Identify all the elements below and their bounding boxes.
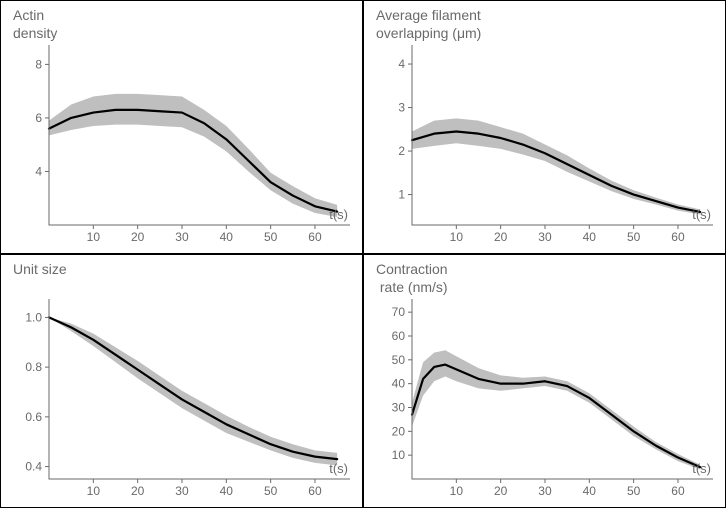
x-axis-label: t(s): [329, 207, 348, 222]
y-tick-label: 40: [392, 377, 406, 391]
y-tick-label: 6: [35, 111, 42, 125]
x-tick-label: 20: [494, 230, 508, 244]
y-tick-label: 10: [392, 448, 406, 462]
chart-svg: 10 20 30 40 50 60 1 2 3 4 t(s): [364, 1, 726, 254]
x-tick-label: 50: [627, 484, 641, 498]
y-tick-label: 2: [398, 144, 405, 158]
x-tick-label: 20: [131, 230, 145, 244]
y-tick-label: 1: [398, 188, 405, 202]
y-tick-label: 30: [392, 400, 406, 414]
chart-svg: 10 20 30 40 50 60 10 20 30 40 50 60 70 t(s): [364, 255, 726, 508]
y-tick-label: 0.4: [25, 460, 42, 474]
x-tick-label: 20: [494, 484, 508, 498]
x-tick-label: 60: [671, 484, 685, 498]
x-tick-label: 10: [450, 230, 464, 244]
y-tick-label: 20: [392, 424, 406, 438]
panel-actin-density: Actin density 102030405060468t(s): [0, 0, 363, 254]
x-tick-label: 40: [583, 484, 597, 498]
x-tick-label: 50: [264, 484, 278, 498]
x-axis-label: t(s): [329, 461, 348, 476]
x-tick-label: 40: [220, 230, 234, 244]
y-tick-label: 3: [398, 101, 405, 115]
y-tick-label: 0.8: [25, 360, 42, 374]
x-tick-label: 60: [308, 230, 322, 244]
x-tick-label: 20: [131, 484, 145, 498]
mean-line: [49, 317, 337, 459]
x-tick-label: 30: [538, 230, 552, 244]
x-tick-label: 60: [671, 230, 685, 244]
y-tick-label: 0.6: [25, 410, 42, 424]
x-tick-label: 60: [308, 484, 322, 498]
chart-svg: 10 20 30 40 50 60 4 6 8 t(s): [1, 1, 363, 254]
y-tick-label: 60: [392, 329, 406, 343]
x-axis-label: t(s): [692, 461, 711, 476]
chart-svg: 10 20 30 40 50 60 0.4 0.6 0.8 1.0 t(s): [1, 255, 363, 508]
uncertainty-band: [412, 118, 700, 214]
y-tick-label: 4: [35, 164, 42, 178]
y-tick-label: 1.0: [25, 310, 42, 324]
panel-contraction-rate: Contraction rate (nm/s) 1020304050601020…: [363, 254, 726, 508]
x-axis-label: t(s): [692, 207, 711, 222]
x-tick-label: 10: [450, 484, 464, 498]
x-tick-label: 30: [175, 230, 189, 244]
y-tick-label: 70: [392, 305, 406, 319]
x-tick-label: 50: [627, 230, 641, 244]
x-tick-label: 10: [87, 230, 101, 244]
panel-average-filament-overlapping: Average filament overlapping (μm) 102030…: [363, 0, 726, 254]
panel-grid: Actin density 102030405060468t(s) Averag…: [0, 0, 726, 508]
x-tick-label: 40: [583, 230, 597, 244]
y-tick-label: 8: [35, 57, 42, 71]
y-tick-label: 4: [398, 57, 405, 71]
x-tick-label: 50: [264, 230, 278, 244]
x-tick-label: 40: [220, 484, 234, 498]
y-tick-label: 50: [392, 353, 406, 367]
x-tick-label: 30: [538, 484, 552, 498]
x-tick-label: 10: [87, 484, 101, 498]
x-tick-label: 30: [175, 484, 189, 498]
panel-unit-size: Unit size 1020304050600.40.60.81.0t(s): [0, 254, 363, 508]
